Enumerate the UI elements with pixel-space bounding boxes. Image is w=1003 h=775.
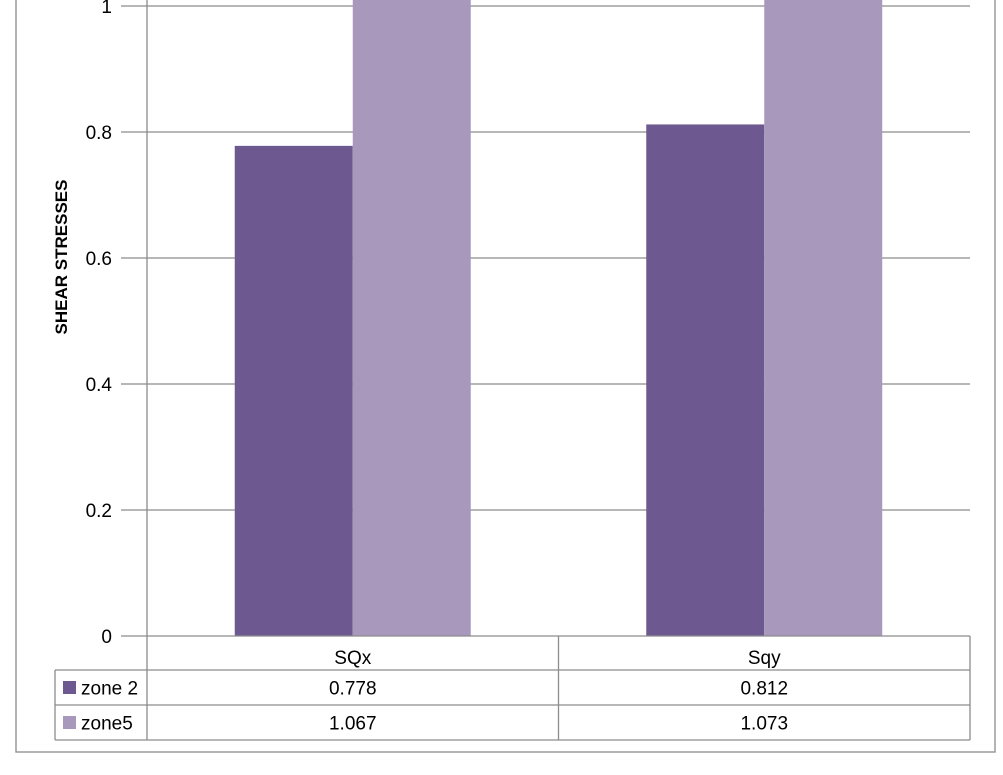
y-tick-label: 0.4	[86, 375, 113, 396]
legend-label: zone 2	[81, 679, 138, 700]
legend-swatch	[63, 681, 76, 694]
bar-zone5-Sqy	[764, 0, 883, 636]
bar-zone-2-Sqy	[646, 124, 765, 636]
category-label: Sqy	[748, 648, 781, 669]
bar-zone-2-SQx	[234, 145, 353, 636]
category-label: SQx	[334, 648, 371, 669]
chart-area-border	[15, 0, 996, 753]
data-table-value: 1.073	[740, 714, 788, 735]
legend-swatch	[63, 716, 76, 729]
data-table-value: 0.812	[740, 679, 788, 700]
bar-zone5-SQx	[352, 0, 471, 636]
legend-label: zone5	[81, 714, 133, 735]
y-tick-label: 0.6	[86, 249, 112, 270]
y-tick-label: 0.8	[86, 123, 112, 144]
y-tick-label: 1	[101, 0, 112, 18]
y-tick-label: 0.2	[86, 501, 112, 522]
data-table-value: 0.778	[329, 679, 377, 700]
data-table-value: 1.067	[329, 714, 377, 735]
y-axis-title: SHEAR STRESSES	[52, 180, 71, 335]
y-tick-label: 0	[101, 627, 112, 648]
